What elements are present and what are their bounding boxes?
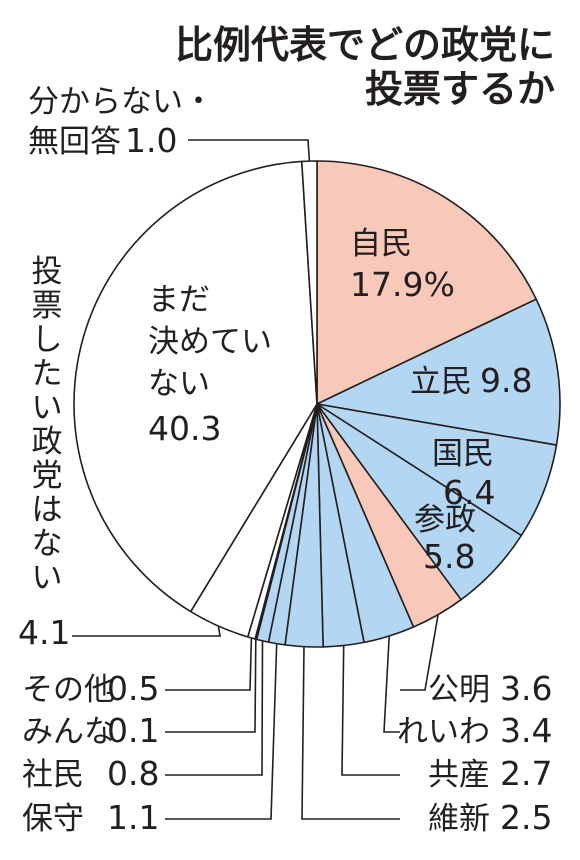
- slice-label-no-party: 投票したい政党はない: [32, 254, 63, 596]
- value-label-jimin: 17.9%: [350, 265, 455, 304]
- slice-label-ishin: 維新: [428, 801, 490, 837]
- chart-title-line-1: 比例代表でどの政党に: [175, 23, 555, 67]
- slice-label-komei: 公明: [428, 672, 490, 708]
- value-label-kyosan: 2.7: [500, 754, 552, 793]
- value-label-no-party: 4.1: [18, 613, 70, 652]
- value-label-reiwa: 3.4: [500, 711, 552, 750]
- leader-line-6: [341, 645, 400, 776]
- leader-line-11: [165, 637, 253, 691]
- value-label-hoshu: 1.1: [107, 798, 159, 837]
- slice-label-undecided-1: まだ: [148, 282, 210, 318]
- leader-line-4: [400, 614, 439, 691]
- slice-label-dontknow-1: 分からない・: [28, 84, 214, 120]
- value-label-shamin: 0.8: [107, 754, 159, 793]
- slice-label-jimin: 自民: [350, 226, 412, 262]
- leader-line-12: [72, 625, 221, 637]
- slice-label-reiwa: れいわ: [397, 714, 490, 750]
- value-label-other: 0.5: [107, 669, 159, 708]
- pie-slice-1: [316, 298, 561, 446]
- value-label-rikken: 9.8: [480, 361, 532, 400]
- slice-label-hoshu: 保守: [22, 801, 84, 837]
- pie-slice-14: [300, 160, 318, 405]
- pie-slice-0: [316, 160, 538, 405]
- slice-label-kokumin: 国民: [432, 436, 494, 472]
- slice-label-shamin: 社民: [22, 757, 84, 793]
- value-label-komei: 3.6: [500, 669, 552, 708]
- pie-slice-13: [73, 160, 318, 613]
- value-label-undecided: 40.3: [148, 409, 221, 448]
- value-label-minna: 0.1: [107, 711, 159, 750]
- slice-label-rikken: 立民: [410, 364, 472, 400]
- value-label-kokumin: 6.4: [443, 473, 495, 512]
- slice-label-kyosan: 共産: [428, 757, 490, 793]
- leader-line-14: [188, 139, 311, 162]
- value-label-ishin: 2.5: [500, 798, 552, 837]
- chart-title-line-2: 投票するか: [365, 67, 555, 111]
- leader-line-7: [301, 646, 400, 820]
- slice-label-minna: みんな: [22, 714, 115, 750]
- slice-label-other: その他: [22, 672, 115, 708]
- value-label-dontknow: 1.0: [125, 121, 177, 160]
- leader-line-5: [383, 635, 400, 733]
- slice-label-undecided-2: 決めてい: [148, 324, 272, 360]
- slice-label-sansei: 参政: [414, 502, 476, 538]
- slice-label-dontknow-2: 無回答: [28, 124, 121, 160]
- leader-line-9: [165, 640, 264, 776]
- leader-line-8: [165, 643, 278, 820]
- value-label-sansei: 5.8: [423, 537, 475, 576]
- leader-line-10: [165, 639, 257, 733]
- slice-label-undecided-3: ない: [148, 366, 210, 402]
